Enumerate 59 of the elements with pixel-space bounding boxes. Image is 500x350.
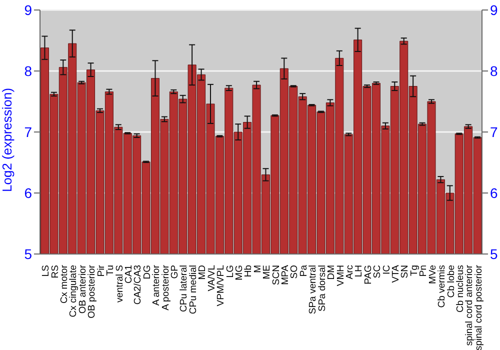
y-tick-label: 7 [24, 124, 32, 140]
y-axis-title: Log2 (expression) [0, 88, 15, 192]
x-tick-label: Cb nucleus [454, 264, 466, 313]
x-tick-label: MD [197, 264, 208, 280]
x-tick-label: VMH [335, 264, 346, 286]
x-tick-label: CA2/CA3 [132, 265, 144, 305]
x-tick-label: DM [326, 264, 338, 280]
x-tick-label: MG [234, 265, 245, 280]
x-tick-label: VPM/VPL [216, 265, 227, 306]
x-tick-label: GP [170, 265, 181, 279]
x-tick-label: SCN [270, 264, 282, 286]
x-tick-label: M [252, 264, 264, 273]
x-tick-label: Cx motor [59, 265, 70, 304]
x-tick-label: DG [142, 265, 153, 280]
x-tick-label: A anterior [151, 265, 162, 306]
x-tick-label: LH [354, 264, 365, 278]
x-tick-label: VTA [390, 264, 402, 283]
x-tick-label: Arc [344, 264, 356, 280]
x-tick-label: spinal cord posterior [473, 265, 484, 350]
x-tick-label: CA1 [123, 265, 134, 284]
x-tick-label: Tu [105, 265, 116, 276]
y2-tick-label: 8 [490, 62, 498, 79]
x-tick-label: SPa dorsal [316, 265, 328, 312]
y-tick-label: 5 [24, 246, 32, 262]
y2-tick-label: 7 [490, 124, 498, 140]
x-tick-label: Cx cingulate [68, 265, 80, 318]
x-tick-label: IC [381, 264, 392, 274]
x-tick-label: SO [289, 265, 300, 279]
y2-tick-label: 5 [490, 246, 498, 262]
x-tick-label: A posterior [160, 265, 172, 310]
x-tick-label: PAG [362, 265, 374, 284]
x-tick-label: spinal cord anterior [464, 265, 476, 346]
x-tick-label: Hb [243, 265, 254, 278]
x-tick-label: Tg [408, 265, 420, 276]
x-tick-label: CPu lateral [178, 265, 190, 312]
y2-tick-label: 6 [490, 184, 498, 201]
x-tick-label: SN [400, 264, 411, 278]
x-tick-label: CPu medial [188, 265, 199, 314]
x-tick-label: LS [40, 265, 52, 277]
x-tick-label: Cb vermis [436, 264, 448, 308]
y2-tick-label: 9 [490, 2, 498, 18]
x-tick-label: MVe [427, 265, 438, 284]
x-tick-label: Pn [418, 265, 430, 277]
x-tick-label: ME [262, 265, 273, 280]
x-tick-label: OB posterior [86, 265, 98, 318]
y-tick-label: 9 [24, 2, 32, 18]
x-tick-label: Cb lobe [446, 265, 457, 298]
y-tick-label: 6 [24, 184, 32, 201]
x-tick-label: Pa [298, 264, 310, 277]
x-tick-label: SPa ventral [308, 265, 319, 314]
x-tick-label: VA/VL [206, 265, 218, 292]
x-tick-label: SC [372, 264, 384, 278]
x-tick-label: ventral S [114, 265, 126, 302]
y-tick-label: 8 [24, 62, 32, 79]
x-tick-label: LG [224, 265, 236, 278]
x-tick-label: RS [50, 265, 61, 278]
x-tick-label: OB anterior [77, 265, 88, 314]
x-tick-label: Pir [96, 265, 107, 277]
x-tick-label: MPA [280, 264, 292, 285]
